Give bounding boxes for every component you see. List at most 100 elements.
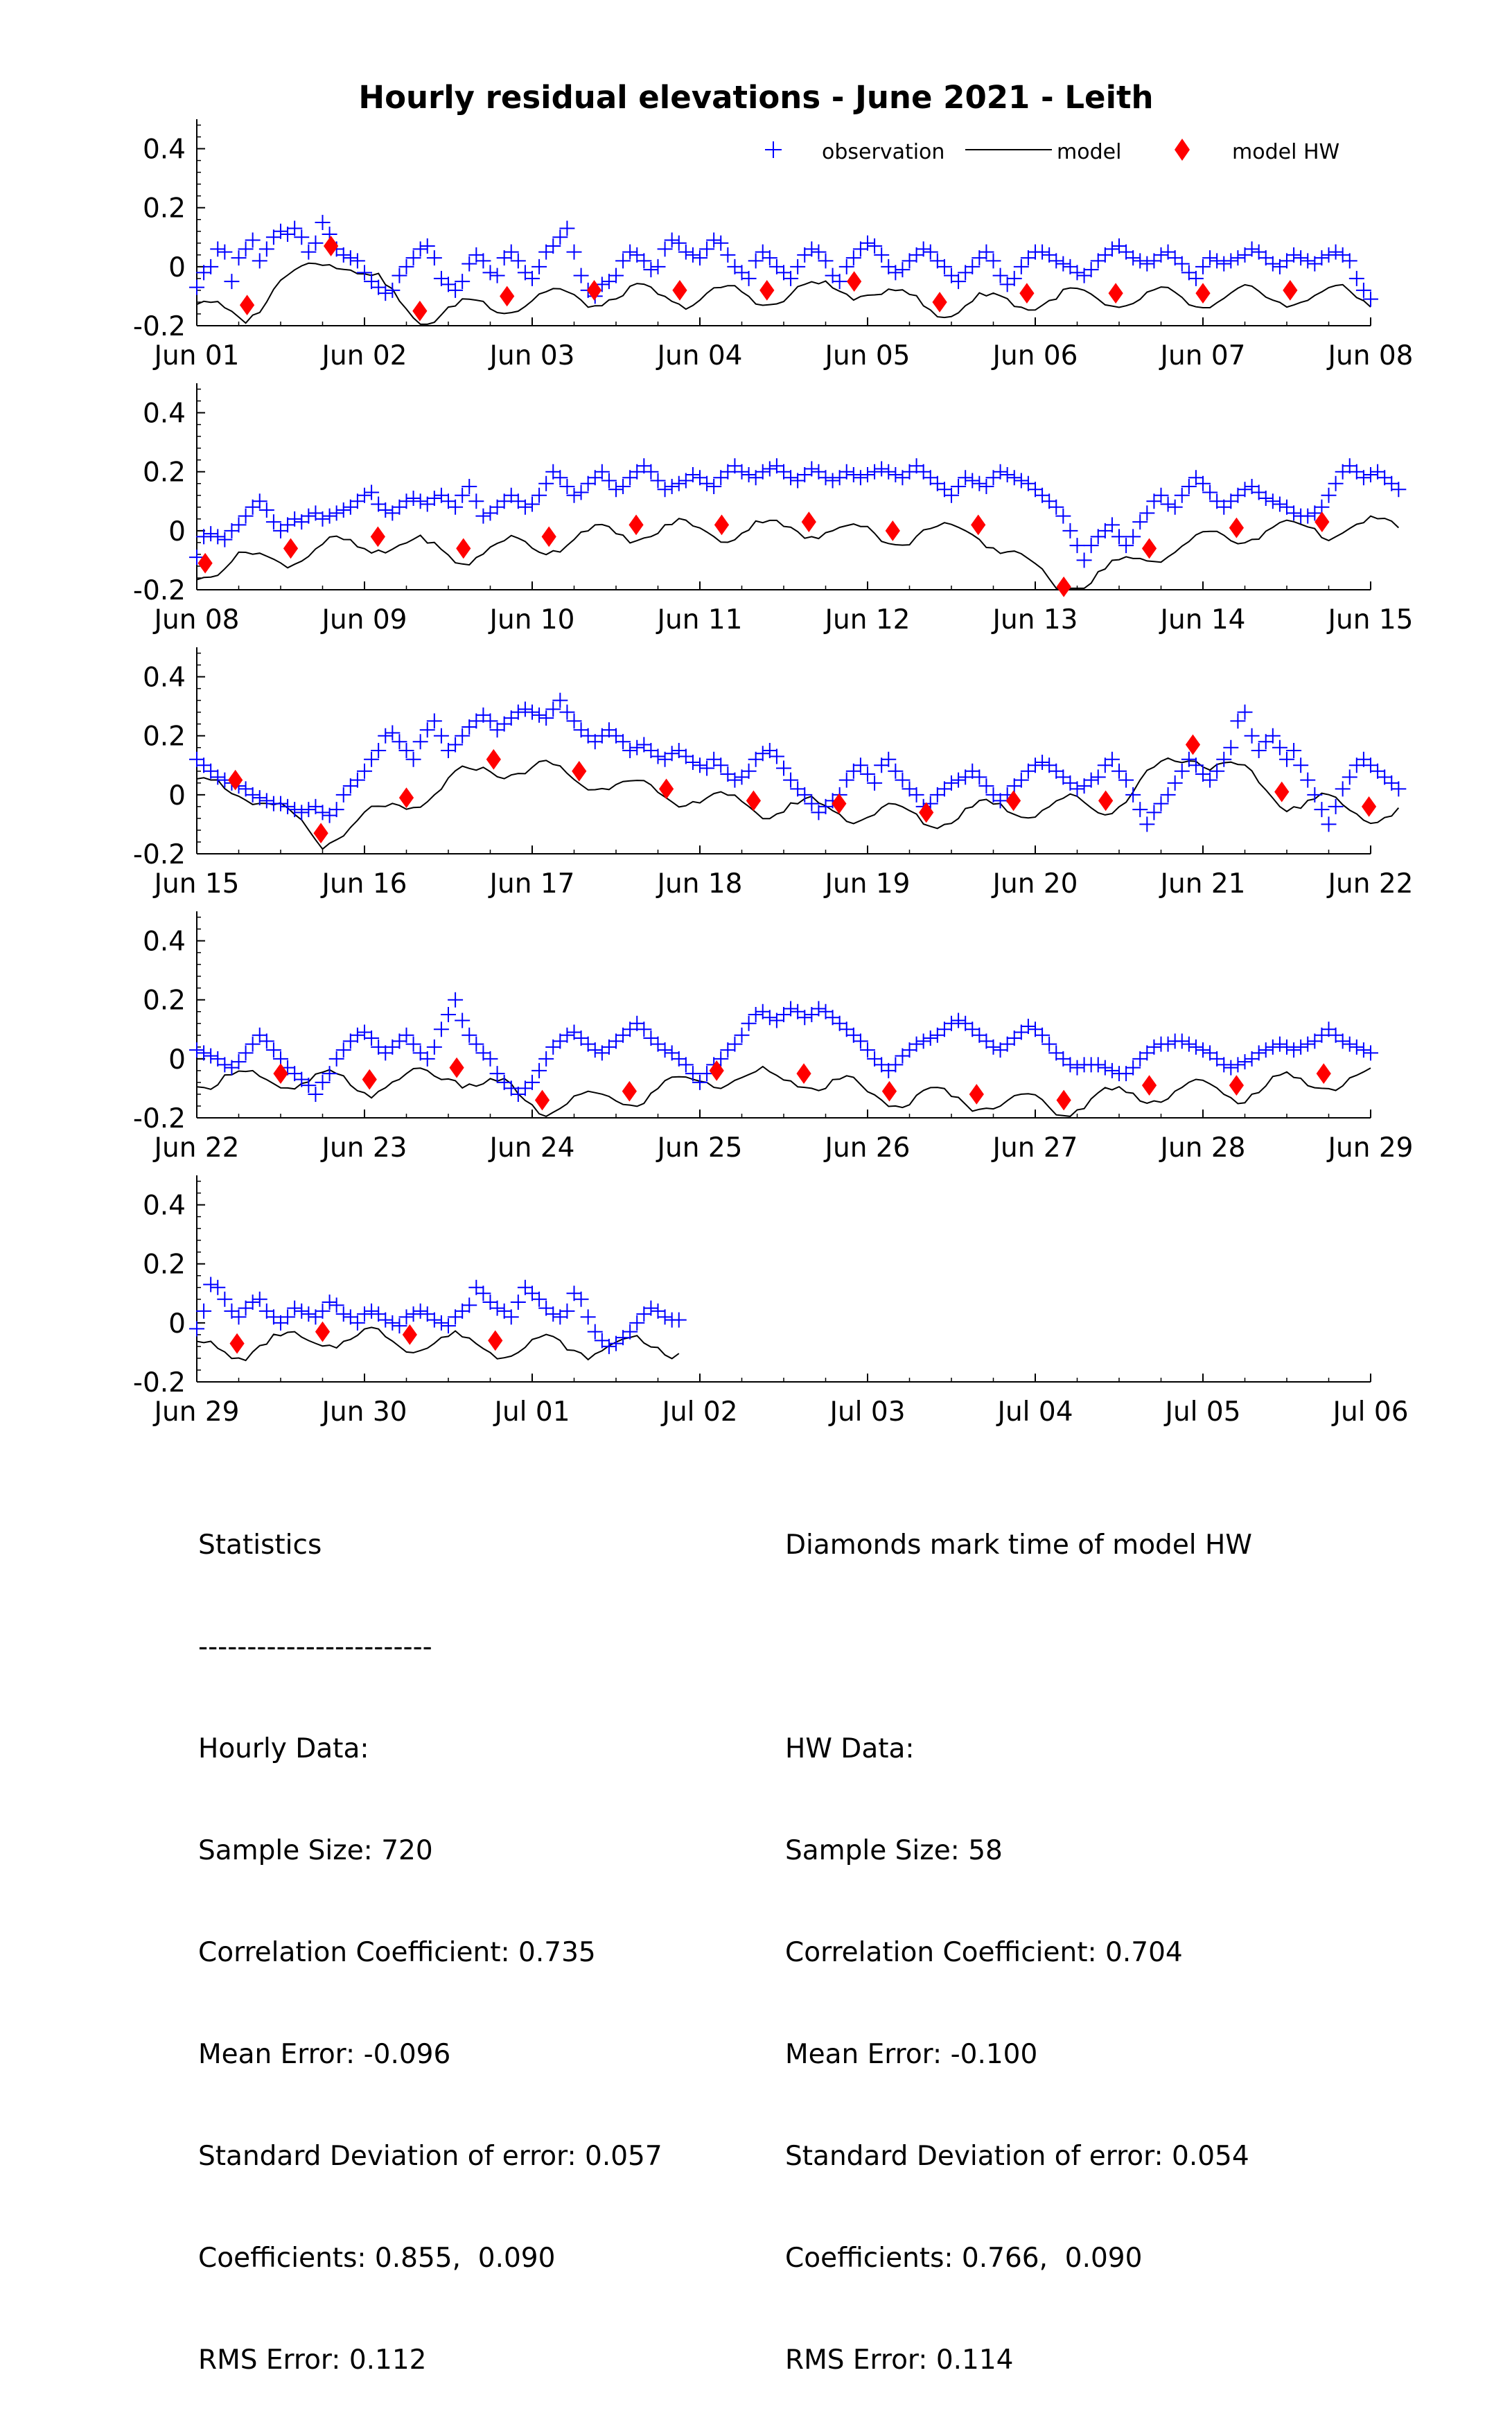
chart-title: Hourly residual elevations - June 2021 -…: [358, 79, 1153, 116]
observation-point: [328, 505, 344, 521]
observation-point: [510, 253, 526, 269]
model-hw-point: [746, 790, 762, 812]
observation-point: [1209, 1051, 1225, 1067]
observation-point: [811, 244, 827, 260]
observation-point: [797, 1010, 813, 1026]
observation-point: [629, 1015, 645, 1031]
observation-point: [273, 1315, 288, 1331]
observation-point: [315, 1074, 331, 1090]
observation-point: [692, 1074, 707, 1090]
observation-point: [573, 722, 589, 738]
observation-point: [699, 241, 715, 257]
observation-point: [419, 1051, 435, 1067]
observation-point: [1223, 253, 1239, 269]
observation-point: [1321, 247, 1337, 263]
observation-point: [525, 270, 540, 286]
observation-point: [790, 258, 806, 274]
observation-point: [832, 1015, 847, 1031]
observation-point: [1272, 1036, 1287, 1052]
observation-point: [1272, 496, 1287, 512]
observation-point: [455, 728, 471, 744]
observation-point: [1174, 487, 1190, 503]
residual-elevation-figure: Hourly residual elevations - June 2021 -…: [133, 79, 1414, 1428]
observation-point: [482, 265, 498, 281]
observation-point: [867, 464, 883, 480]
observation-point: [1216, 1057, 1232, 1073]
observation-point: [1258, 491, 1274, 507]
observation-point: [238, 508, 254, 524]
observation-point: [734, 464, 750, 480]
observation-point: [1062, 1057, 1078, 1073]
observation-point: [371, 1306, 387, 1322]
observation-point: [1153, 796, 1169, 812]
y-tick-label: 0.2: [143, 721, 186, 753]
observation-point: [999, 1036, 1015, 1052]
observation-point: [1363, 757, 1378, 773]
observation-point: [1111, 529, 1127, 545]
observation-point: [608, 1033, 624, 1049]
observation-point: [1272, 739, 1287, 755]
observation-point: [342, 499, 358, 515]
observation-point: [671, 1051, 687, 1067]
x-tick-label: Jun 01: [152, 340, 240, 371]
observation-point: [335, 247, 351, 263]
observation-point: [1209, 763, 1225, 779]
observation-point: [1035, 755, 1051, 771]
observation-point: [1020, 1019, 1036, 1035]
observation-point: [441, 743, 456, 758]
observation-point: [252, 1027, 267, 1043]
observation-point: [1181, 479, 1197, 494]
y-tick-label: 0.2: [143, 1250, 186, 1281]
observation-point: [1237, 1054, 1253, 1070]
observation-point: [461, 719, 477, 735]
observation-point: [301, 508, 317, 524]
observation-point: [992, 464, 1008, 480]
observation-point: [1391, 781, 1407, 797]
observation-point: [636, 253, 652, 269]
observation-point: [818, 1003, 834, 1019]
observation-point: [860, 235, 875, 251]
observation-point: [315, 1303, 331, 1319]
observation-point: [1355, 282, 1371, 298]
observation-point: [650, 473, 666, 489]
observation-point: [587, 734, 603, 750]
plot-panel: -0.2 0 0.2 0.4 Jun 15 Jun 16 Jun 17 Jun 18 Jun 1…: [133, 647, 1413, 900]
observation-point: [322, 508, 337, 524]
observation-point: [845, 466, 861, 482]
observation-point: [678, 244, 694, 260]
observation-point: [1035, 244, 1051, 260]
model-hw-point: [534, 1089, 550, 1111]
observation-point: [832, 274, 847, 290]
observation-point: [210, 241, 226, 257]
x-tick-label: Jun 30: [320, 1396, 407, 1428]
observation-point: [357, 763, 372, 779]
observation-point: [1188, 757, 1204, 773]
y-tick-label: -0.2: [133, 839, 186, 870]
observation-point: [755, 464, 771, 480]
observation-point: [433, 487, 449, 503]
observation-point: [1083, 538, 1099, 554]
hourly-sample-size: Sample Size: 720: [198, 1835, 433, 1866]
observation-point: [294, 805, 310, 821]
observation-point: [538, 244, 554, 260]
observation-point: [804, 1007, 820, 1022]
x-tick-label: Jul 03: [827, 1396, 905, 1428]
observation-point: [608, 268, 624, 283]
x-tick-label: Jun 08: [152, 604, 240, 635]
observation-point: [1048, 499, 1064, 515]
x-tick-label: Jun 21: [1159, 868, 1246, 900]
observation-point: [790, 781, 806, 797]
observation-point: [622, 244, 638, 260]
observation-point: [448, 499, 464, 515]
observation-point: [972, 769, 987, 785]
observation-point: [748, 253, 764, 269]
observation-point: [426, 713, 442, 729]
observation-point: [636, 737, 652, 753]
observation-point: [908, 787, 924, 803]
x-tick-label: Jun 29: [1326, 1132, 1414, 1164]
observation-point: [1195, 766, 1211, 782]
observation-point: [915, 464, 931, 480]
observation-point: [545, 238, 561, 254]
observation-point: [1006, 470, 1022, 486]
observation-point: [1062, 775, 1078, 791]
